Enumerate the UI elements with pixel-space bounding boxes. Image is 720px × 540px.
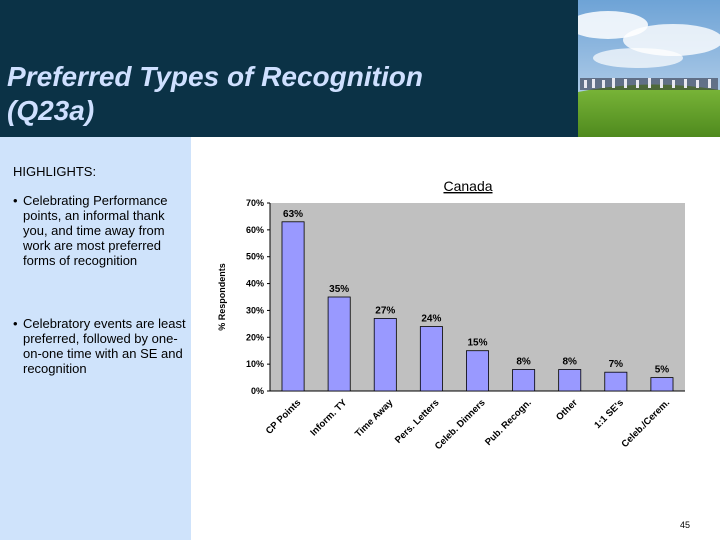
bar-data-label: 8%	[562, 357, 577, 368]
bar-data-label: 5%	[655, 365, 670, 376]
bar	[604, 371, 628, 392]
slide-title: Preferred Types of Recognition (Q23a)	[7, 60, 547, 128]
highlight-bullet-1: • Celebrating Performance points, an inf…	[13, 193, 188, 268]
x-tick-label: Inform. TY	[308, 397, 349, 438]
bullet-dot: •	[13, 193, 18, 208]
bar-data-label: 63%	[283, 209, 303, 220]
chart-title: Canada	[443, 178, 492, 194]
bar	[466, 350, 489, 392]
bar	[373, 318, 397, 392]
preferred-recognition-bar-chart: Canada 0% 10% 20% 30% 40% 50% 60% 70% % Responden…	[217, 178, 685, 452]
y-tick-label: 20%	[246, 332, 264, 342]
x-tick-label: Celeb./Cerem.	[619, 397, 672, 450]
bar-data-label: 24%	[421, 314, 441, 325]
x-tick-label: Other	[554, 397, 580, 423]
bar-data-label: 7%	[609, 359, 624, 370]
slide-title-line1: Preferred Types of Recognition	[7, 61, 423, 92]
bar	[650, 377, 674, 392]
highlights-heading: HIGHLIGHTS:	[13, 164, 97, 179]
x-tick-label: 1:1 SE's	[592, 397, 626, 431]
crowd-on-hill-photo	[578, 0, 720, 137]
highlight-text: Celebratory events are least preferred, …	[23, 316, 186, 376]
bar	[419, 326, 443, 392]
slide-title-line2: (Q23a)	[7, 95, 95, 126]
bar	[327, 296, 351, 392]
x-tick-label: Pub. Recogn.	[483, 397, 534, 448]
x-tick-label: Pers. Letters	[393, 397, 441, 445]
bar-data-label: 27%	[375, 305, 395, 316]
y-tick-label: 50%	[246, 252, 264, 262]
y-tick-label: 0%	[251, 386, 264, 396]
bar	[281, 221, 305, 392]
photo-illustration	[578, 0, 720, 137]
highlight-bullet-2: • Celebratory events are least preferred…	[13, 316, 188, 376]
bullet-dot: •	[13, 316, 18, 331]
page-number: 45	[680, 520, 691, 530]
x-tick-label: Time Away	[353, 397, 396, 440]
highlights-panel	[0, 137, 191, 540]
y-axis-label: % Respondents	[217, 263, 227, 331]
bar-data-label: 35%	[329, 284, 349, 295]
highlight-text: Celebrating Performance points, an infor…	[23, 193, 168, 268]
y-tick-label: 60%	[246, 225, 264, 235]
y-tick-label: 70%	[246, 198, 264, 208]
bar-data-label: 8%	[516, 357, 531, 368]
y-tick-label: 10%	[246, 359, 264, 369]
bar	[558, 369, 582, 392]
bar	[512, 369, 536, 392]
y-tick-label: 40%	[246, 279, 264, 289]
y-tick-label: 30%	[246, 305, 264, 315]
x-tick-label: CP Points	[264, 397, 303, 436]
bar-data-label: 15%	[467, 338, 487, 349]
